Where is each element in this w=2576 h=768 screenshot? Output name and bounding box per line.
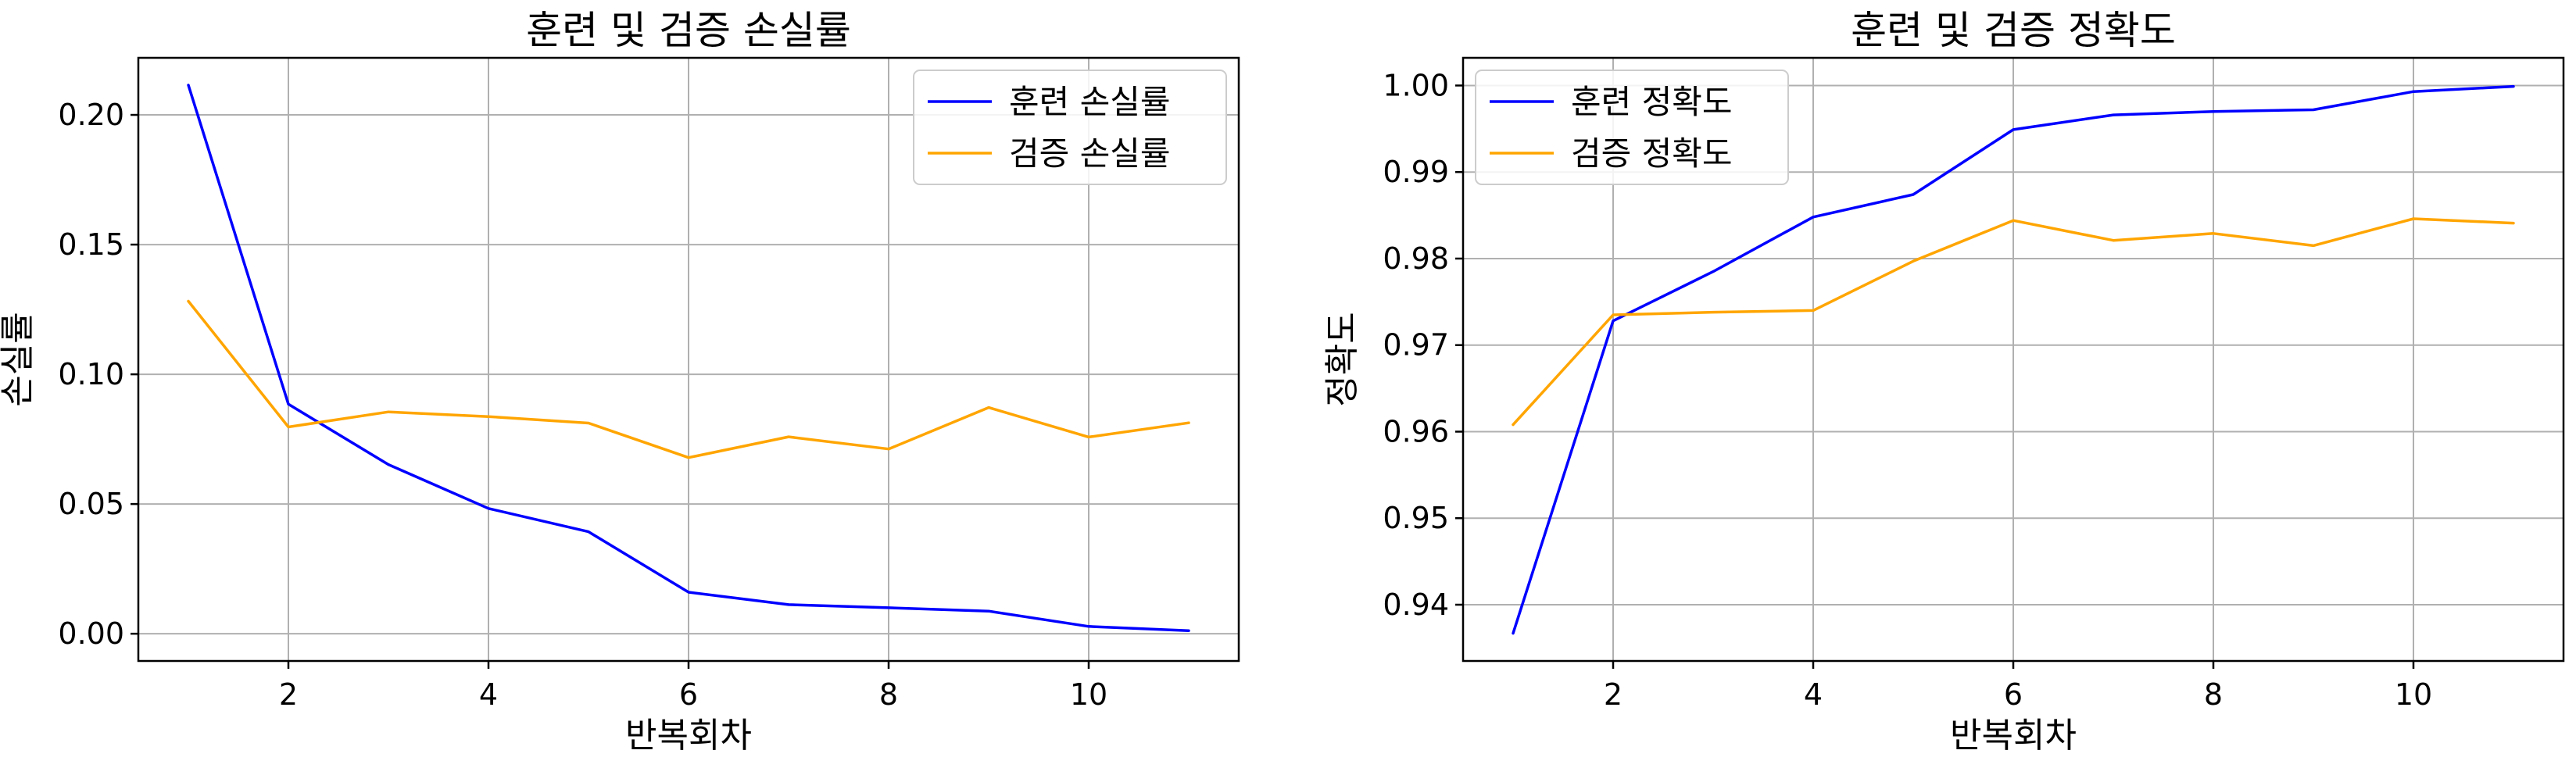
accuracy-chart: 2 4 6 8 10 0.94 0.95 0.96 0.97 0.98 0.99 1.00 훈련 및 검…	[1322, 8, 2563, 755]
accuracy-x-tick-label: 2	[1604, 677, 1623, 712]
loss-x-axis-label: 반복회차	[625, 716, 752, 755]
accuracy-x-tick-label: 8	[2204, 677, 2223, 712]
accuracy-y-axis-label: 정확도	[1322, 312, 1362, 406]
loss-y-tick-label: 0.00	[58, 616, 124, 651]
accuracy-chart-title: 훈련 및 검증 정확도	[1851, 8, 2176, 53]
accuracy-x-axis-label: 반복회차	[1950, 716, 2077, 755]
accuracy-x-tick-label: 10	[2395, 677, 2432, 712]
loss-chart: 2 4 6 8 10 0.00 0.05 0.10 0.15 0.20 훈련 및 검증 손실률반복회…	[0, 8, 1239, 755]
accuracy-y-tick-label: 1.00	[1383, 68, 1449, 102]
accuracy-x-tick-label: 4	[1804, 677, 1823, 712]
accuracy-y-tick-label: 0.94	[1383, 588, 1449, 622]
loss-legend-label-val: 검증 손실률	[1009, 134, 1171, 173]
loss-x-tick-label: 2	[279, 677, 298, 712]
loss-y-tick-label: 0.10	[58, 357, 124, 391]
loss-y-tick-label: 0.15	[58, 227, 124, 262]
loss-x-tick-label: 10	[1070, 677, 1107, 712]
loss-x-tick-label: 8	[879, 677, 898, 712]
loss-y-axis-label: 손실률	[0, 312, 38, 406]
loss-legend-label-train: 훈련 손실률	[1009, 83, 1171, 121]
loss-chart-title: 훈련 및 검증 손실률	[526, 8, 851, 53]
loss-axes: 2 4 6 8 10 0.00 0.05 0.10 0.15 0.20	[58, 98, 1107, 712]
loss-y-tick-label: 0.20	[58, 98, 124, 132]
loss-x-tick-label: 4	[479, 677, 498, 712]
accuracy-y-tick-label: 0.98	[1383, 241, 1449, 276]
accuracy-y-tick-label: 0.99	[1383, 155, 1449, 189]
accuracy-legend-label-train: 훈련 정확도	[1571, 83, 1733, 121]
loss-y-tick-label: 0.05	[58, 487, 124, 521]
accuracy-legend-label-val: 검증 정확도	[1571, 134, 1733, 173]
loss-x-tick-label: 6	[679, 677, 698, 712]
accuracy-y-tick-label: 0.97	[1383, 328, 1449, 363]
accuracy-y-tick-label: 0.96	[1383, 414, 1449, 448]
accuracy-y-tick-label: 0.95	[1383, 501, 1449, 535]
accuracy-x-tick-label: 6	[2004, 677, 2023, 712]
